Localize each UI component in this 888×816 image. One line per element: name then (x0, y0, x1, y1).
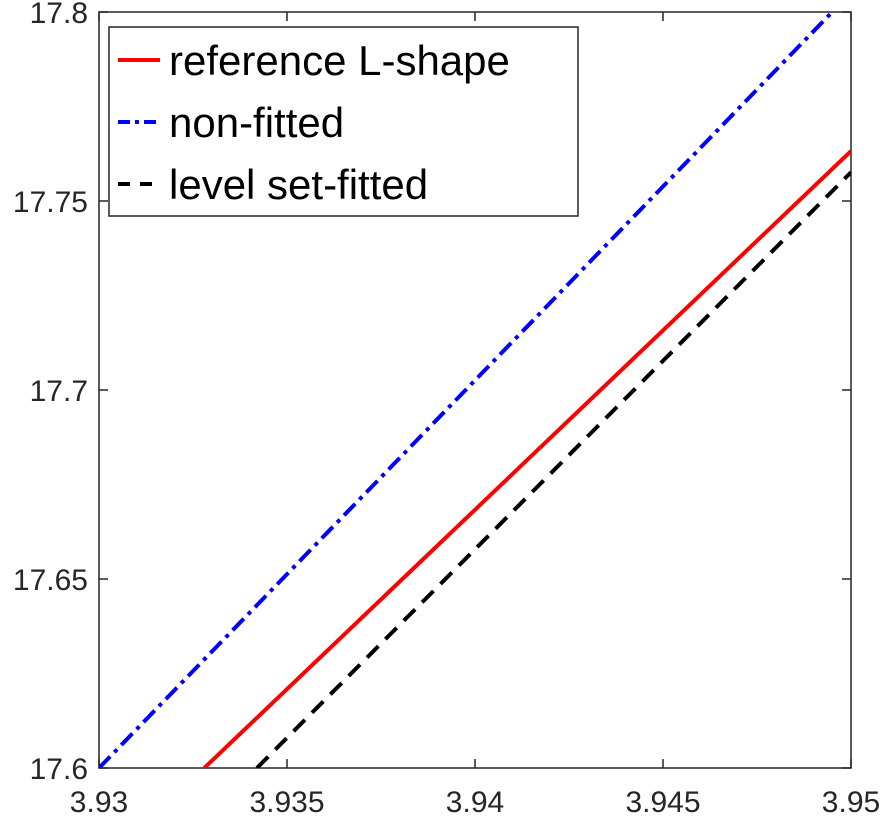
x-tick-label-0: 3.93 (70, 786, 128, 816)
y-tick-label-1: 17.65 (13, 564, 88, 597)
series-group (99, 12, 851, 768)
y-tick-label-3: 17.75 (13, 186, 88, 219)
x-tick-label-1: 3.935 (249, 786, 324, 816)
x-tick-label-4: 3.95 (822, 786, 880, 816)
series-line-3 (255, 170, 851, 768)
legend: reference L-shape non-fitted level set-fit… (108, 26, 579, 217)
y-tick-label-2: 17.7 (30, 375, 88, 408)
legend-label-1: reference L-shape (169, 37, 510, 84)
x-tick-label-3: 3.945 (625, 786, 700, 816)
y-tick-label-4: 17.8 (30, 0, 88, 30)
legend-box (108, 26, 579, 217)
legend-label-3: level set-fitted (169, 161, 428, 208)
x-axis-tick-labels: 3.93 3.935 3.94 3.945 3.95 (70, 786, 880, 816)
x-tick-label-2: 3.94 (446, 786, 504, 816)
series-line-2 (99, 12, 834, 768)
y-axis-tick-labels: 17.6 17.65 17.7 17.75 17.8 (13, 0, 88, 786)
legend-label-2: non-fitted (169, 99, 344, 146)
series-line-1 (202, 149, 851, 768)
axis-ticks (98, 11, 852, 769)
y-tick-label-0: 17.6 (30, 753, 88, 786)
